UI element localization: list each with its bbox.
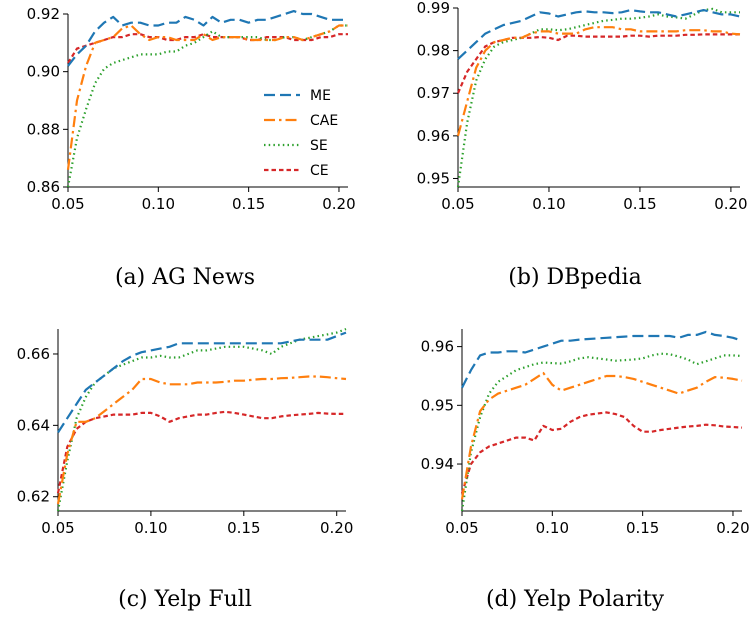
x-tick-label: 0.05	[441, 195, 474, 213]
legend-label-ce: CE	[310, 163, 329, 179]
x-tick-label: 0.10	[536, 519, 569, 537]
x-tick-label: 0.15	[626, 519, 659, 537]
x-tick-label: 0.05	[445, 519, 478, 537]
y-tick-label: 0.86	[27, 178, 60, 196]
panel-yelp-polarity: 0.05 0.10 0.15 0.20 0.94 0.95 0.96	[421, 329, 750, 537]
x-tick-label: 0.10	[532, 195, 565, 213]
series-me-yelp-polarity	[461, 330, 743, 389]
series-cae-yelp-full	[56, 375, 347, 505]
x-tick-label: 0.20	[716, 519, 749, 537]
series-se-dbpedia	[456, 7, 740, 188]
legend: ME CAE SE CE	[264, 88, 338, 179]
series-me-dbpedia	[457, 9, 741, 60]
x-tick-label: 0.15	[227, 519, 260, 537]
caption-yelp-full: (c) Yelp Full	[118, 587, 252, 612]
y-tick-label: 0.95	[417, 169, 450, 187]
y-tick-label: 0.95	[421, 396, 454, 414]
series-me-yelp-full	[57, 331, 347, 434]
x-tick-label: 0.05	[41, 519, 74, 537]
caption-dbpedia: (b) DBpedia	[508, 265, 641, 290]
legend-label-cae: CAE	[310, 113, 338, 129]
y-tick-label: 0.99	[417, 0, 450, 17]
series-cae-dbpedia	[456, 26, 741, 137]
panel-yelp-full: 0.05 0.10 0.15 0.20 0.62 0.64 0.66	[17, 327, 353, 537]
x-tick-label: 0.20	[322, 195, 355, 213]
y-tick-label: 0.96	[417, 127, 450, 145]
x-tick-label: 0.20	[320, 519, 353, 537]
y-tick-label: 0.97	[417, 84, 450, 102]
x-tick-label: 0.15	[232, 195, 265, 213]
legend-label-me: ME	[310, 88, 331, 104]
y-tick-label: 0.98	[417, 42, 450, 60]
y-tick-label: 0.62	[17, 488, 50, 506]
series-cae-ag-news	[66, 24, 348, 170]
legend-label-se: SE	[310, 138, 328, 154]
series-se-ag-news	[66, 24, 348, 188]
series-se-yelp-polarity	[460, 352, 743, 512]
series-ce-ag-news	[67, 33, 348, 64]
series-se-yelp-full	[56, 327, 347, 512]
caption-yelp-polarity: (d) Yelp Polarity	[486, 587, 665, 612]
panel-ag-news: 0.05 0.10 0.15 0.20 0.86 0.88 0.90 0.92 ME CAE SE C…	[27, 5, 356, 213]
series-ce-yelp-full	[56, 410, 346, 494]
series-cae-yelp-polarity	[460, 371, 743, 500]
x-tick-label: 0.05	[51, 195, 84, 213]
y-tick-label: 0.96	[421, 338, 454, 356]
series-me-ag-news	[67, 10, 348, 67]
panel-dbpedia: 0.05 0.10 0.15 0.20 0.95 0.96 0.97 0.98 0.99	[417, 0, 748, 213]
x-tick-label: 0.15	[623, 195, 656, 213]
y-tick-label: 0.92	[27, 5, 60, 23]
caption-ag-news: (a) AG News	[115, 265, 255, 290]
series-ce-yelp-polarity	[460, 411, 743, 494]
series-ce-dbpedia	[456, 33, 740, 94]
y-tick-label: 0.94	[421, 455, 454, 473]
y-tick-label: 0.88	[27, 120, 60, 138]
y-tick-label: 0.66	[17, 345, 50, 363]
x-tick-label: 0.20	[714, 195, 747, 213]
y-tick-label: 0.90	[27, 63, 60, 81]
x-tick-label: 0.10	[142, 195, 175, 213]
y-tick-label: 0.64	[17, 416, 50, 434]
x-tick-label: 0.10	[134, 519, 167, 537]
